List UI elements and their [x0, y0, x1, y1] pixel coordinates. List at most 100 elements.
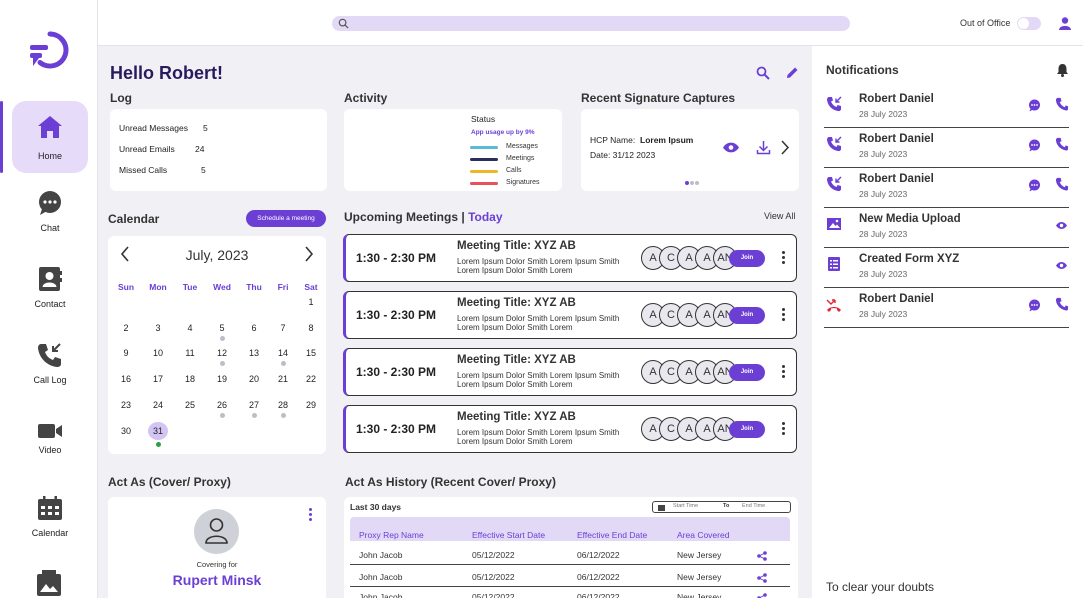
calendar-day[interactable]: 28	[277, 400, 288, 410]
nav-contact-label: Contact	[34, 299, 66, 309]
legend-label: Messages	[506, 143, 538, 150]
join-button[interactable]: Join	[729, 250, 765, 267]
notification-item[interactable]: Robert Daniel 28 July 2023	[824, 288, 1069, 328]
chevron-right-icon[interactable]	[304, 246, 314, 262]
out-of-office-toggle[interactable]	[1017, 17, 1041, 30]
nav-call-log[interactable]: Call Log	[12, 329, 88, 401]
meeting-description: Lorem Ipsum Dolor Smith Lorem Ipsum Smit…	[457, 428, 620, 446]
calendar-day[interactable]: 19	[216, 374, 227, 384]
calendar-day[interactable]: 1	[308, 297, 314, 307]
calendar-day[interactable]: 14	[277, 348, 288, 358]
share-icon[interactable]	[757, 593, 767, 598]
calendar-day[interactable]: 8	[308, 323, 314, 333]
calendar-day[interactable]: 16	[120, 374, 131, 384]
chat-bubble-icon[interactable]	[1028, 139, 1041, 152]
calendar-day[interactable]: 9	[123, 348, 129, 358]
more-options-icon[interactable]	[309, 508, 313, 521]
calendar-day[interactable]: 6	[251, 323, 257, 333]
calendar-day[interactable]: 23	[120, 400, 131, 410]
calendar-day[interactable]: 30	[120, 426, 131, 436]
search-icon[interactable]	[756, 66, 770, 80]
sidebar: Home Chat Contact Call Log Video Calenda…	[0, 0, 98, 598]
meeting-card[interactable]: 1:30 - 2:30 PM Meeting Title: XYZ AB Lorem…	[343, 348, 797, 396]
incoming-call-icon	[827, 96, 842, 112]
carousel-dot[interactable]	[685, 181, 689, 185]
chevron-left-icon[interactable]	[120, 246, 130, 262]
attendee-avatar[interactable]: A	[695, 246, 719, 270]
nav-calendar[interactable]: Calendar	[12, 482, 88, 554]
calendar-day[interactable]: 4	[187, 323, 193, 333]
download-icon[interactable]	[756, 140, 771, 155]
more-options-icon[interactable]	[782, 308, 786, 323]
calendar-day[interactable]: 7	[280, 323, 286, 333]
share-icon[interactable]	[757, 573, 767, 583]
chat-bubble-icon[interactable]	[1028, 299, 1041, 312]
calendar-day[interactable]: 22	[305, 374, 316, 384]
nav-chat[interactable]: Chat	[12, 177, 88, 249]
schedule-meeting-button[interactable]: Schedule a meeting	[246, 210, 326, 227]
table-header-cell: Proxy Rep Name	[359, 530, 424, 540]
calendar-day[interactable]: 3	[155, 323, 161, 333]
date-range-input[interactable]: Start Time To End Time	[652, 501, 791, 513]
join-button[interactable]: Join	[729, 307, 765, 324]
carousel-dot[interactable]	[690, 181, 694, 185]
calendar-day[interactable]: 29	[305, 400, 316, 410]
phone-icon[interactable]	[1055, 137, 1069, 151]
calendar-day[interactable]: 5	[219, 323, 225, 333]
media-gallery-icon[interactable]	[36, 570, 62, 598]
share-icon[interactable]	[757, 551, 767, 561]
calendar-day[interactable]: 26	[216, 400, 227, 410]
meeting-card[interactable]: 1:30 - 2:30 PM Meeting Title: XYZ AB Lorem…	[343, 291, 797, 339]
calendar-day[interactable]: 25	[184, 400, 195, 410]
join-button[interactable]: Join	[729, 364, 765, 381]
more-options-icon[interactable]	[782, 422, 786, 437]
edit-pencil-icon[interactable]	[786, 66, 799, 79]
notification-item[interactable]: New Media Upload 28 July 2023	[824, 208, 1069, 248]
bell-icon[interactable]	[1056, 63, 1069, 77]
calendar-day[interactable]: 11	[185, 348, 195, 358]
phone-icon[interactable]	[1055, 297, 1069, 311]
chevron-right-icon[interactable]	[780, 140, 790, 155]
eye-icon[interactable]	[723, 142, 739, 153]
nav-video[interactable]: Video	[12, 405, 88, 477]
meeting-card[interactable]: 1:30 - 2:30 PM Meeting Title: XYZ AB Lorem…	[343, 234, 797, 282]
calendar-day[interactable]: 10	[152, 348, 163, 358]
phone-icon[interactable]	[1055, 97, 1069, 111]
eye-icon[interactable]	[1055, 260, 1068, 271]
avatar	[194, 509, 239, 554]
view-all-link[interactable]: View All	[764, 211, 796, 221]
calendar-day[interactable]: 2	[123, 323, 129, 333]
carousel-dot[interactable]	[695, 181, 699, 185]
meeting-card[interactable]: 1:30 - 2:30 PM Meeting Title: XYZ AB Lorem…	[343, 405, 797, 453]
notifications-title: Notifications	[826, 63, 899, 77]
eye-icon[interactable]	[1055, 220, 1068, 231]
calendar-day[interactable]: 20	[248, 374, 259, 384]
notification-item[interactable]: Created Form XYZ 28 July 2023	[824, 248, 1069, 288]
user-profile-icon[interactable]	[1058, 16, 1072, 30]
calendar-day[interactable]: 18	[184, 374, 195, 384]
nav-contact[interactable]: Contact	[12, 253, 88, 325]
calendar-day[interactable]: 21	[277, 374, 288, 384]
phone-icon[interactable]	[1055, 177, 1069, 191]
calendar-day[interactable]: 17	[152, 374, 163, 384]
more-options-icon[interactable]	[782, 365, 786, 380]
calendar-day[interactable]: 24	[152, 400, 163, 410]
notification-item[interactable]: Robert Daniel 28 July 2023	[824, 88, 1069, 128]
notification-item[interactable]: Robert Daniel 28 July 2023	[824, 128, 1069, 168]
contact-book-icon	[39, 267, 62, 291]
nav-home[interactable]: Home	[12, 101, 88, 173]
calendar-day[interactable]: 12	[216, 348, 227, 358]
calendar-day[interactable]: 27	[248, 400, 259, 410]
notification-item[interactable]: Robert Daniel 28 July 2023	[824, 168, 1069, 208]
chat-bubble-icon[interactable]	[1028, 179, 1041, 192]
calendar-day[interactable]: 15	[305, 348, 316, 358]
calendar-day[interactable]: 31	[148, 422, 168, 440]
attendee-avatar[interactable]: A	[641, 303, 665, 327]
attendee-avatar[interactable]: A	[695, 360, 719, 384]
calendar-day[interactable]: 13	[248, 348, 259, 358]
search-input[interactable]	[332, 16, 850, 31]
chat-bubble-icon[interactable]	[1028, 99, 1041, 112]
join-button[interactable]: Join	[729, 421, 765, 438]
signature-card: HCP Name: Lorem Ipsum Date: 31/12 2023	[581, 109, 799, 191]
more-options-icon[interactable]	[782, 251, 786, 266]
